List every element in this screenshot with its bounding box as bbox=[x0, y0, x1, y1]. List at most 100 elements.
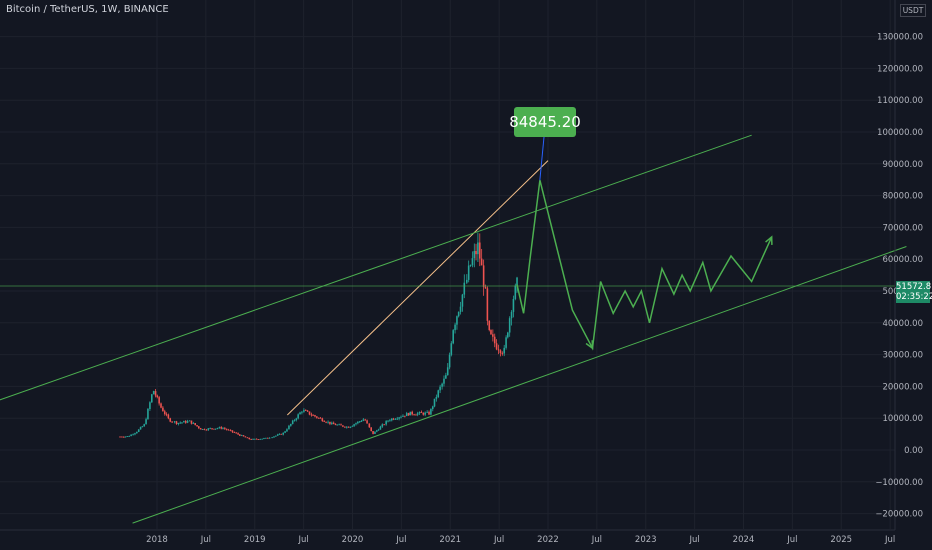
currency-label[interactable]: USDT bbox=[900, 4, 926, 17]
candle-body bbox=[411, 411, 413, 415]
candle-body bbox=[492, 334, 494, 337]
time-tick-label: Jul bbox=[493, 535, 504, 545]
candle-body bbox=[169, 418, 172, 422]
candle-body bbox=[321, 418, 324, 422]
price-tick-label: 80000.00 bbox=[882, 192, 923, 202]
candle-body bbox=[119, 436, 121, 438]
candle-body bbox=[448, 354, 451, 368]
candle-body bbox=[357, 421, 359, 424]
candle-body bbox=[257, 439, 260, 440]
candle-body bbox=[167, 414, 170, 419]
candle-body bbox=[477, 242, 479, 255]
candle-body bbox=[255, 438, 258, 440]
candle-body bbox=[505, 337, 507, 348]
time-tick-label: 2022 bbox=[537, 535, 559, 545]
candle-body bbox=[130, 434, 132, 437]
candle-body bbox=[188, 420, 191, 422]
candle-body bbox=[413, 414, 415, 416]
candle-body bbox=[181, 422, 183, 424]
candle-body bbox=[467, 265, 470, 280]
candle-body bbox=[370, 427, 373, 432]
candle-body bbox=[179, 422, 182, 424]
candle-body bbox=[355, 423, 357, 425]
candle-body bbox=[325, 421, 327, 423]
candle-body bbox=[364, 419, 366, 421]
candle-body bbox=[235, 432, 238, 434]
candle-body bbox=[268, 437, 271, 439]
trendline bbox=[286, 160, 549, 416]
candle-body bbox=[141, 426, 144, 428]
candlestick-series bbox=[119, 232, 518, 440]
candle-body bbox=[507, 332, 509, 338]
candle-body bbox=[211, 428, 213, 430]
chart-grid bbox=[0, 0, 895, 531]
candle-body bbox=[441, 383, 443, 387]
candle-body bbox=[149, 402, 151, 409]
candle-body bbox=[443, 378, 445, 384]
candle-body bbox=[128, 436, 131, 437]
candle-body bbox=[143, 424, 145, 427]
candle-body bbox=[478, 242, 481, 259]
candle-body bbox=[199, 428, 202, 430]
candle-body bbox=[405, 413, 408, 417]
candle-body bbox=[383, 424, 385, 426]
last-price-value: 51572.81 bbox=[896, 282, 932, 292]
candle-body bbox=[431, 406, 434, 410]
price-tick-label: 70000.00 bbox=[882, 223, 923, 233]
candle-body bbox=[121, 436, 123, 438]
target-price-callout[interactable]: 84845.20 bbox=[509, 107, 581, 137]
price-tick-label: −10000.00 bbox=[875, 478, 923, 488]
candle-body bbox=[512, 298, 515, 312]
candle-body bbox=[329, 421, 331, 424]
candle-body bbox=[207, 428, 210, 430]
candle-body bbox=[205, 429, 208, 431]
candle-body bbox=[514, 285, 517, 299]
candle-body bbox=[282, 432, 285, 435]
candle-body bbox=[316, 416, 318, 418]
time-tick-label: 2021 bbox=[439, 535, 461, 545]
candle-body bbox=[331, 422, 333, 424]
candle-body bbox=[295, 418, 298, 421]
candle-body bbox=[273, 436, 275, 438]
candle-body bbox=[312, 415, 314, 416]
candle-body bbox=[225, 428, 228, 430]
candle-body bbox=[379, 426, 382, 430]
candle-body bbox=[248, 437, 251, 440]
price-tick-label: 130000.00 bbox=[877, 33, 923, 43]
price-tick-label: 40000.00 bbox=[882, 319, 923, 329]
candle-body bbox=[220, 427, 223, 429]
trend-channel bbox=[0, 134, 907, 524]
candle-body bbox=[484, 286, 487, 289]
candle-body bbox=[456, 316, 458, 325]
candle-body bbox=[387, 420, 389, 422]
candle-body bbox=[503, 347, 506, 354]
candle-body bbox=[186, 421, 189, 423]
candle-body bbox=[139, 427, 142, 430]
price-tick-label: 20000.00 bbox=[882, 382, 923, 392]
candle-body bbox=[488, 320, 491, 331]
candle-body bbox=[396, 418, 399, 420]
candle-body bbox=[218, 427, 221, 429]
candle-body bbox=[184, 421, 187, 423]
candle-body bbox=[196, 425, 198, 427]
candle-body bbox=[490, 330, 492, 335]
candle-body bbox=[132, 434, 134, 436]
candle-body bbox=[237, 433, 239, 435]
candle-body bbox=[291, 420, 294, 424]
candle-body bbox=[469, 265, 472, 267]
time-axis: 2018 Jul 2019 Jul 2020 Jul 2021 Jul 2022 Jul 2023 J… bbox=[146, 535, 895, 545]
candle-body bbox=[430, 409, 432, 415]
candle-body bbox=[495, 343, 498, 350]
candle-body bbox=[288, 425, 290, 430]
channel-lower-line bbox=[132, 246, 907, 524]
candle-body bbox=[222, 428, 224, 429]
candle-body bbox=[409, 411, 412, 416]
candle-body bbox=[332, 422, 335, 425]
candle-body bbox=[290, 423, 292, 426]
candle-body bbox=[345, 426, 348, 428]
candle-body bbox=[424, 412, 426, 415]
candle-body bbox=[416, 413, 419, 415]
candle-body bbox=[253, 438, 256, 440]
projection-line bbox=[516, 180, 773, 351]
